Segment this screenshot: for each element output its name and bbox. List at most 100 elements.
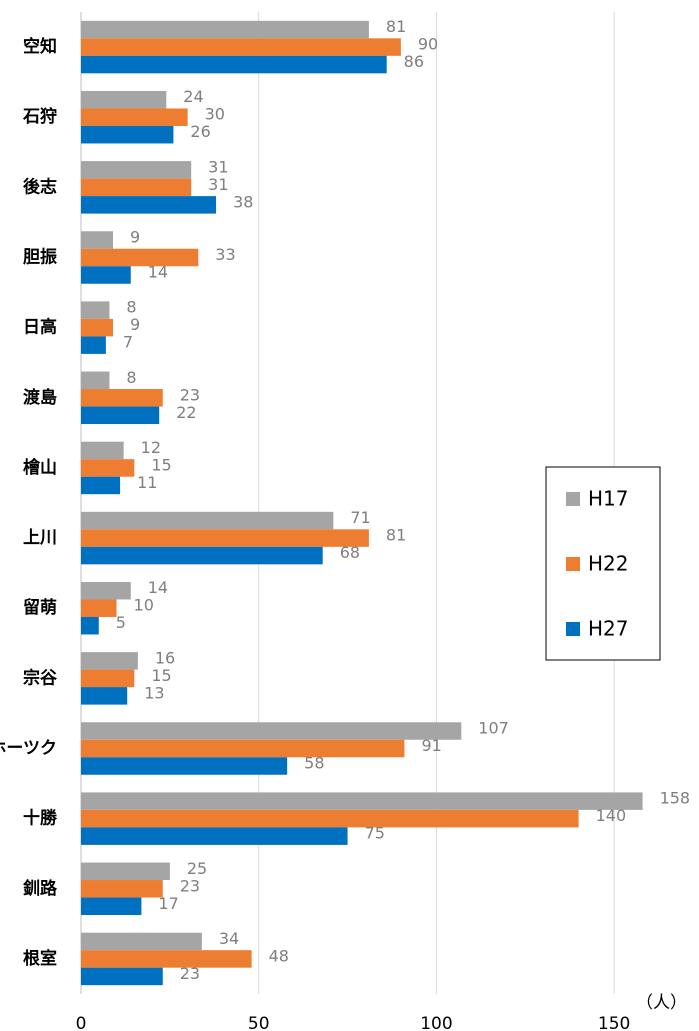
data-label: 23 [180,385,200,404]
bar [81,108,188,126]
data-label: 34 [219,929,239,948]
category-label: 根室 [23,948,57,969]
data-label: 8 [126,368,136,387]
bar [81,757,288,775]
bar [81,266,131,284]
data-label: 7 [123,333,133,352]
data-label: 91 [421,736,441,755]
category-label: 十勝 [23,808,58,829]
data-label: 13 [144,683,164,702]
bar [81,792,643,810]
bar [81,722,462,740]
data-label: 17 [158,894,178,913]
category-label: 後志 [23,176,57,197]
data-label: 81 [386,526,406,545]
bar [81,529,369,547]
bar [81,687,128,705]
bar [81,739,405,758]
legend-swatch [566,622,580,636]
x-tick-label: 150 [598,1014,630,1031]
legend-swatch [566,557,580,571]
bar [81,406,160,425]
data-label: 25 [187,859,207,878]
data-label: 90 [418,35,438,54]
bar [81,932,202,951]
category-label: 檜山 [23,457,57,478]
category-label: 渡島 [23,387,57,408]
category-label: 宗谷 [23,667,58,688]
category-label: 胆振 [23,247,57,268]
data-label: 9 [130,315,140,334]
data-label: 12 [141,438,161,457]
bar [81,336,106,354]
bar [81,459,135,477]
data-label: 15 [151,455,171,474]
bar [81,371,110,390]
data-label: 24 [183,87,203,106]
bar [81,231,113,249]
category-label: 石狩 [22,106,57,127]
bar [81,967,163,986]
data-label: 9 [130,228,140,247]
data-label: 86 [404,52,424,71]
bar [81,38,401,56]
data-label: 14 [148,578,168,597]
data-label: 158 [660,789,691,808]
category-label: 留萌 [23,597,57,618]
legend-label: H27 [588,617,629,641]
bar [81,476,121,495]
bar [81,441,124,460]
bar [81,652,138,670]
category-label: 上川 [23,528,57,548]
bar [81,55,387,74]
data-label: 31 [208,175,228,194]
data-label: 14 [148,263,168,282]
legend-swatch [566,492,580,506]
data-label: 15 [151,666,171,685]
bar [81,581,131,600]
legend-label: H17 [588,487,629,511]
bar [81,90,167,109]
bar [81,196,217,214]
data-label: 31 [208,157,228,176]
data-label: 8 [126,298,136,317]
data-label: 16 [155,648,175,667]
data-label: 30 [205,105,225,124]
bar [81,161,192,179]
data-label: 23 [180,964,200,983]
data-label: 33 [215,245,235,264]
bar [81,599,117,617]
data-label: 81 [386,17,406,36]
data-label: 75 [365,824,385,843]
data-label: 68 [340,543,360,562]
category-label: 日高 [23,317,57,338]
bar [81,827,348,845]
x-tick-label: 50 [248,1014,270,1031]
data-label: 26 [190,122,210,141]
data-label: 22 [176,403,196,422]
data-label: 38 [233,192,253,211]
data-label: 5 [116,613,126,632]
bar [81,178,192,197]
bar [81,546,323,565]
bar [81,862,170,881]
data-label: 71 [350,508,370,527]
legend-label: H22 [588,552,629,576]
bar [81,897,142,916]
data-label: 48 [269,946,289,965]
bar [81,248,199,267]
data-label: 107 [478,719,509,738]
bar [81,301,110,319]
bar [81,669,135,688]
data-label: 58 [304,754,324,773]
data-label: 11 [137,473,157,492]
bar [81,318,113,337]
category-label: オホーツク [0,739,57,759]
bar [81,125,174,144]
bar [81,809,579,828]
data-label: 23 [180,876,200,895]
bar [81,880,163,898]
legend-box [545,466,661,661]
category-label: 空知 [23,36,57,57]
